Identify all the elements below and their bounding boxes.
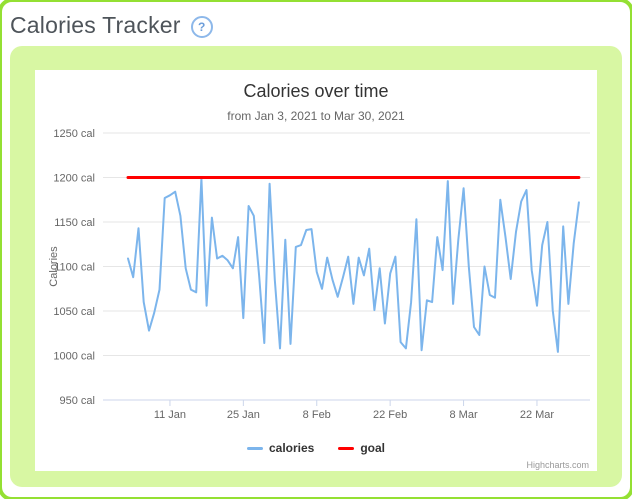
y-axis-title: Calories — [48, 246, 60, 287]
calories-series-line — [127, 177, 580, 353]
legend-label-goal: goal — [360, 441, 386, 455]
chart-legend: calories goal — [35, 441, 597, 455]
x-tick-label: 11 Jan — [154, 409, 186, 421]
legend-item-calories[interactable]: calories — [246, 441, 315, 455]
chart-panel: 950 cal 1000 cal 1050 cal 1100 cal 1150 cal 1… — [10, 46, 622, 487]
chart-title: Calories over time — [243, 81, 389, 101]
y-tick-label: 1200 cal — [53, 173, 95, 185]
calories-line-marker — [246, 446, 263, 450]
help-icon[interactable]: ? — [190, 15, 213, 38]
y-tick-label: 1250 cal — [53, 128, 95, 140]
y-tick-label: 1000 cal — [53, 351, 95, 363]
legend-label-calories: calories — [268, 441, 315, 455]
y-tick-label: 1050 cal — [53, 306, 95, 318]
legend-item-goal[interactable]: goal — [338, 441, 385, 455]
chart-card: 950 cal 1000 cal 1050 cal 1100 cal 1150 cal 1… — [35, 70, 597, 471]
x-tick-label: 22 Feb — [373, 409, 407, 421]
header: Calories Tracker ? — [10, 12, 213, 39]
chart-subtitle: from Jan 3, 2021 to Mar 30, 2021 — [227, 109, 405, 123]
page-title: Calories Tracker — [10, 12, 181, 38]
x-tick-label: 25 Jan — [227, 409, 260, 421]
y-tick-label: 950 cal — [60, 395, 95, 407]
y-tick-label: 1150 cal — [54, 217, 95, 229]
x-tick-label: 8 Mar — [449, 409, 477, 421]
x-tick-label: 22 Mar — [520, 409, 555, 421]
chart-canvas: 950 cal 1000 cal 1050 cal 1100 cal 1150 cal 1… — [48, 128, 590, 421]
highcharts-credits[interactable]: Highcharts.com — [526, 460, 589, 470]
goal-line-marker — [338, 446, 355, 450]
x-tick-label: 8 Feb — [303, 409, 331, 421]
y-tick-label: 1100 cal — [54, 262, 95, 274]
